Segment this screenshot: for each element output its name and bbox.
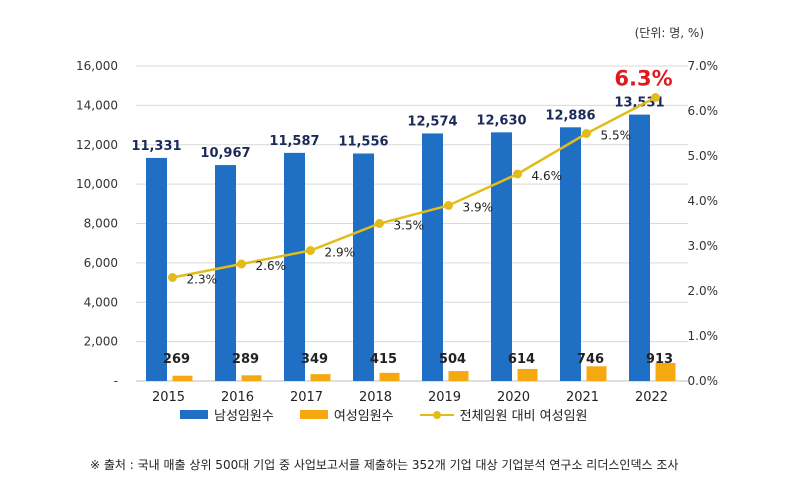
bar-male (422, 133, 443, 381)
ratio-data-label: 4.6% (532, 169, 563, 183)
y-right-tick-label: 4.0% (688, 194, 719, 208)
bar-male-data-label: 10,967 (200, 146, 250, 161)
ratio-data-label: 2.6% (256, 259, 287, 273)
y-right-tick-label: 3.0% (688, 239, 719, 253)
bar-male-data-label: 12,886 (545, 108, 595, 123)
bar-male (146, 157, 167, 381)
x-tick-label: 2015 (152, 390, 185, 405)
ratio-data-label-highlight: 6.3% (614, 67, 672, 91)
bar-male-data-label: 11,331 (131, 139, 181, 154)
ratio-point (375, 219, 384, 228)
ratio-point (168, 273, 177, 282)
unit-label: (단위: 명, %) (634, 26, 704, 40)
ratio-line (172, 96, 657, 279)
y-left-tick-label: 16,000 (76, 59, 118, 73)
y-left-tick-label: 10,000 (76, 177, 118, 191)
x-tick-label: 2017 (290, 390, 323, 405)
bar-female-data-label: 746 (577, 352, 604, 367)
x-tick-label: 2018 (359, 390, 392, 405)
bar-male-data-label: 12,630 (476, 113, 526, 128)
bar-female (241, 375, 262, 381)
y-left-tick-label: 12,000 (76, 138, 118, 152)
bar-male (353, 153, 374, 381)
legend-swatch-ratio (419, 410, 454, 420)
y-left-tick-label: 4,000 (84, 295, 118, 309)
legend-label-ratio: 전체임원 대비 여성임원 (459, 409, 588, 424)
ratio-point (306, 246, 315, 255)
bar-female-data-label: 913 (646, 352, 673, 367)
bar-female (586, 366, 607, 381)
x-tick-label: 2016 (221, 390, 254, 405)
legend-swatch-female (299, 410, 328, 419)
ratio-point (651, 93, 660, 102)
ratio-point (513, 169, 522, 179)
ratio-data-label: 3.9% (463, 201, 494, 215)
bar-male (491, 132, 512, 381)
x-tick-label: 2019 (428, 390, 461, 405)
legend-swatch-male (180, 410, 208, 419)
bar-female (172, 375, 193, 381)
y-right-tick-label: 5.0% (688, 149, 719, 163)
ratio-data-label: 2.3% (187, 273, 218, 287)
y-right-tick-label: 6.0% (688, 104, 719, 118)
y-left-tick-label: - (114, 374, 118, 388)
bar-female-data-label: 289 (232, 352, 259, 367)
legend-label-male: 남성임원수 (214, 409, 274, 424)
bar-female (448, 371, 469, 381)
bar-female-data-label: 415 (370, 352, 397, 367)
x-tick-label: 2021 (566, 390, 599, 405)
ratio-data-label: 3.5% (394, 219, 425, 233)
bar-female-data-label: 269 (163, 352, 190, 367)
bar-female (655, 363, 676, 381)
ratio-point (582, 129, 591, 138)
y-right-tick-label: 1.0% (688, 329, 719, 343)
bar-male (560, 127, 581, 381)
bar-female-data-label: 504 (439, 352, 466, 367)
y-right-tick-label: 0.0% (688, 374, 719, 388)
bar-female (310, 374, 331, 381)
legend-item-male: 남성임원수 (180, 405, 274, 424)
bar-male (284, 152, 305, 381)
ratio-point (444, 201, 453, 210)
bar-female (517, 368, 538, 381)
x-tick-label: 2022 (635, 390, 668, 405)
bar-male (629, 114, 650, 382)
ratio-data-label: 5.5% (601, 129, 632, 143)
legend-label-female: 여성임원수 (333, 409, 394, 424)
bar-male (215, 165, 236, 381)
y-right-tick-label: 2.0% (688, 284, 719, 298)
y-left-tick-label: 6,000 (84, 256, 118, 270)
bar-male-data-label: 11,587 (269, 134, 319, 149)
legend-item-ratio: 전체임원 대비 여성임원 (419, 405, 588, 424)
ratio-data-label: 2.9% (325, 246, 356, 260)
y-left-tick-label: 8,000 (84, 217, 118, 231)
bar-female-data-label: 349 (301, 352, 328, 367)
ratio-point (237, 259, 246, 269)
bar-female-data-label: 614 (508, 352, 535, 367)
bar-male-data-label: 11,556 (338, 134, 388, 149)
y-left-tick-label: 14,000 (76, 98, 118, 112)
bar-female (379, 372, 400, 381)
chart-legend: 남성임원수 여성임원수 전체임원 대비 여성임원 (180, 405, 588, 424)
source-note: ※ 출처 : 국내 매출 상위 500대 기업 중 사업보고서를 제출하는 35… (90, 458, 679, 472)
y-right-tick-label: 7.0% (688, 59, 719, 73)
legend-item-female: 여성임원수 (299, 405, 394, 424)
x-tick-label: 2020 (497, 390, 530, 405)
y-left-tick-label: 2,000 (84, 335, 118, 349)
bar-male-data-label: 12,574 (407, 114, 457, 129)
